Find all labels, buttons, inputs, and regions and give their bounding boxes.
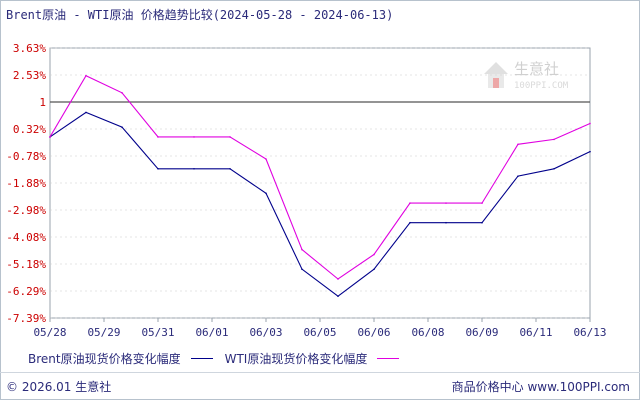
x-tick-label: 06/05 — [303, 326, 336, 339]
footer-copyright: © 2026.01 生意社 — [6, 380, 112, 394]
data-point — [553, 167, 555, 170]
legend-label-wti: WTI原油现货价格变化幅度 — [224, 352, 368, 366]
x-tick-label: 05/29 — [87, 326, 120, 339]
watermark-url: 100PPI.COM — [514, 81, 569, 91]
data-point — [265, 158, 267, 160]
y-tick-label: 1 — [39, 96, 46, 109]
data-point — [157, 167, 159, 170]
data-point — [49, 136, 51, 138]
data-point — [589, 122, 591, 125]
data-point — [157, 136, 159, 138]
data-point — [85, 111, 87, 114]
data-point — [301, 268, 303, 271]
data-point — [409, 202, 411, 204]
legend: Brent原油现货价格变化幅度 WTI原油现货价格变化幅度 — [28, 350, 411, 367]
watermark-name: 生意社 — [514, 60, 559, 78]
legend-swatch-wti — [377, 358, 400, 359]
legend-swatch-brent — [190, 358, 213, 359]
line-chart: 3.63% 2.53% 1 0.32% -0.78% -1.88% -2.98% -4.08%… — [6, 42, 606, 339]
y-tick-label: 3.63% — [13, 42, 46, 55]
data-point — [85, 74, 87, 77]
data-point — [481, 221, 483, 224]
y-tick-label: 0.32% — [13, 123, 46, 136]
y-tick-label: -0.78% — [6, 150, 46, 163]
series-line-wti — [49, 74, 591, 280]
data-point — [193, 167, 195, 170]
series-line-brent — [49, 111, 591, 297]
data-point — [373, 253, 375, 256]
data-point — [553, 138, 555, 141]
house-logo-icon: 生意社 100PPI.COM — [484, 60, 569, 91]
data-point — [409, 221, 411, 224]
x-tick-label: 06/01 — [195, 326, 228, 339]
data-point — [337, 278, 339, 280]
y-tick-label: 2.53% — [13, 69, 46, 82]
y-tick-label: -2.98% — [6, 204, 46, 217]
data-point — [229, 167, 231, 170]
data-point — [121, 92, 123, 94]
y-tick-label: -7.39% — [6, 312, 46, 325]
data-point — [589, 150, 591, 153]
data-point — [445, 221, 447, 224]
data-point — [517, 143, 519, 146]
data-point — [229, 136, 231, 138]
x-tick-label: 06/06 — [357, 326, 390, 339]
data-point — [517, 175, 519, 177]
data-point — [193, 136, 195, 138]
x-tick-label: 06/11 — [519, 326, 552, 339]
data-point — [337, 295, 339, 297]
x-tick-label: 06/08 — [411, 326, 444, 339]
y-tick-label: -6.29% — [6, 285, 46, 298]
data-point — [373, 268, 375, 271]
footer-divider — [0, 372, 640, 373]
x-tick-label: 05/28 — [33, 326, 66, 339]
watermark-logo: 生意社 100PPI.COM — [480, 54, 590, 101]
legend-label-brent: Brent原油现货价格变化幅度 — [28, 352, 181, 366]
data-point — [481, 202, 483, 204]
x-tick-label: 05/31 — [141, 326, 174, 339]
footer-site-link[interactable]: 商品价格中心 www.100PPI.com — [451, 380, 630, 394]
x-tick-label: 06/13 — [573, 326, 606, 339]
x-tick-label: 06/09 — [465, 326, 498, 339]
data-point — [301, 248, 303, 251]
data-point — [445, 202, 447, 204]
data-point — [265, 192, 267, 195]
data-point — [121, 126, 123, 128]
y-tick-label: -1.88% — [6, 177, 46, 190]
y-tick-label: -4.08% — [6, 231, 46, 244]
x-tick-label: 06/03 — [249, 326, 282, 339]
y-tick-label: -5.18% — [6, 258, 46, 271]
chart-title: Brent原油 - WTI原油 价格趋势比较(2024-05-28 - 2024… — [6, 8, 394, 22]
